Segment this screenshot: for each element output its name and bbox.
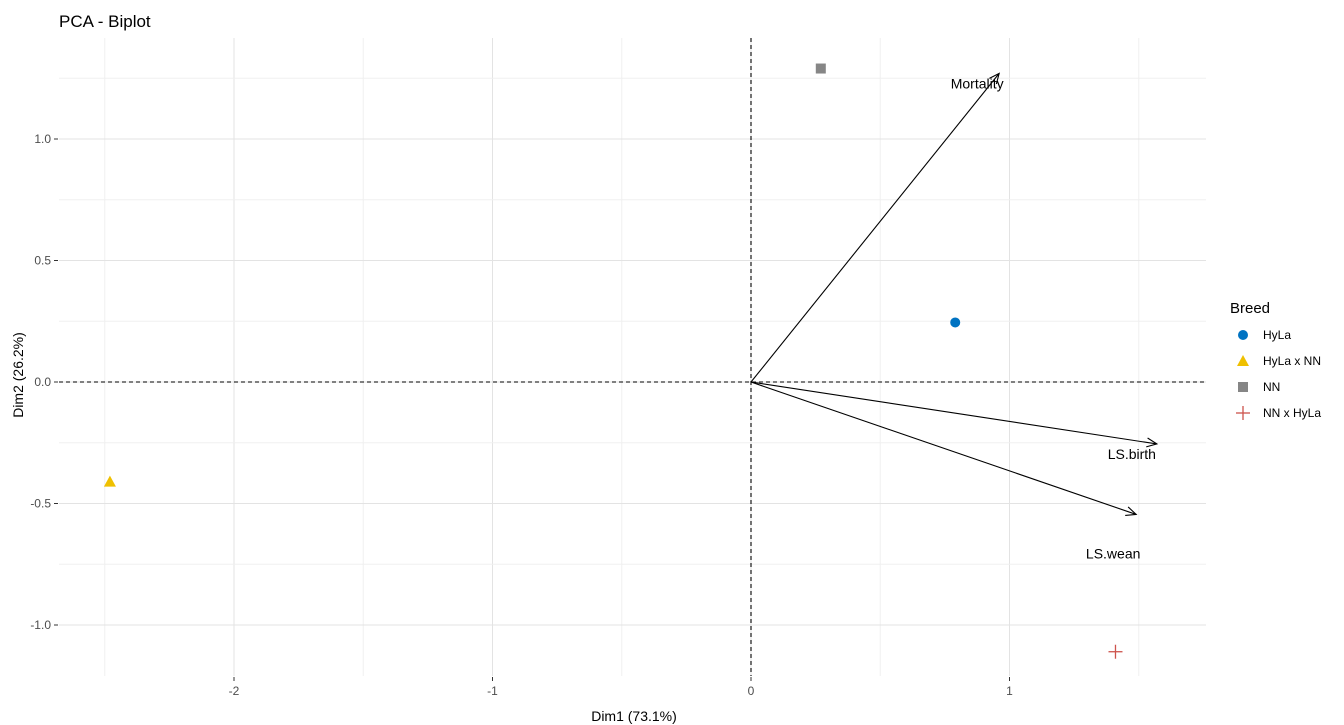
legend-item: NN (1238, 380, 1280, 394)
arrowhead (989, 72, 1001, 85)
legend-item: HyLa x NN (1237, 354, 1321, 368)
legend: Breed HyLa HyLa x NN NN NN x HyLa (1230, 300, 1321, 420)
legend-key-square (1238, 382, 1248, 392)
point-nn (815, 63, 826, 74)
x-tick-label: 0 (748, 684, 755, 698)
point-hyla-x-nn (103, 475, 116, 487)
legend-title: Breed (1230, 300, 1270, 317)
legend-key-triangle (1237, 355, 1249, 366)
y-tick-label: -0.5 (30, 497, 51, 511)
chart-title: PCA - Biplot (59, 12, 151, 31)
arrowhead (1125, 506, 1138, 516)
variable-label: LS.birth (1108, 446, 1156, 462)
y-tick-label: -1.0 (30, 618, 51, 632)
variable-arrow-mortality (750, 73, 1000, 383)
x-axis-title: Dim1 (73.1%) (591, 708, 677, 724)
legend-key-cross (1236, 406, 1250, 420)
x-tick-label: 1 (1006, 684, 1013, 698)
arrowhead (1146, 437, 1159, 448)
variable-label: LS.wean (1086, 545, 1140, 561)
variable-label: Mortality (951, 75, 1004, 91)
point-hyla (950, 317, 961, 328)
legend-label: NN x HyLa (1263, 406, 1321, 420)
x-tick-label: -2 (229, 684, 240, 698)
individual-points (103, 63, 1123, 659)
variable-arrows: Mortality LS.birth LS.wean (750, 72, 1159, 561)
grid-layer (59, 38, 1206, 676)
y-tick-label: 0.0 (34, 375, 51, 389)
reference-lines (59, 38, 1206, 676)
legend-label: NN (1263, 380, 1280, 394)
variable-arrow-ls-wean (750, 381, 1137, 515)
point-nn-x-hyla (1108, 644, 1123, 659)
legend-items: HyLa HyLa x NN NN NN x HyLa (1236, 328, 1321, 420)
legend-label: HyLa x NN (1263, 354, 1321, 368)
y-tick-label: 0.5 (34, 254, 51, 268)
legend-key-circle (1238, 330, 1248, 340)
y-axis-title: Dim2 (26.2%) (10, 332, 26, 418)
x-tick-label: -1 (487, 684, 498, 698)
axis-ticks: -2 -1 0 1 -1.0 -0.5 0.0 0.5 1.0 (30, 132, 1013, 698)
y-tick-label: 1.0 (34, 132, 51, 146)
legend-item: HyLa (1238, 328, 1291, 342)
variable-arrow-ls-birth (750, 381, 1157, 445)
legend-item: NN x HyLa (1236, 406, 1321, 420)
legend-label: HyLa (1263, 328, 1291, 342)
